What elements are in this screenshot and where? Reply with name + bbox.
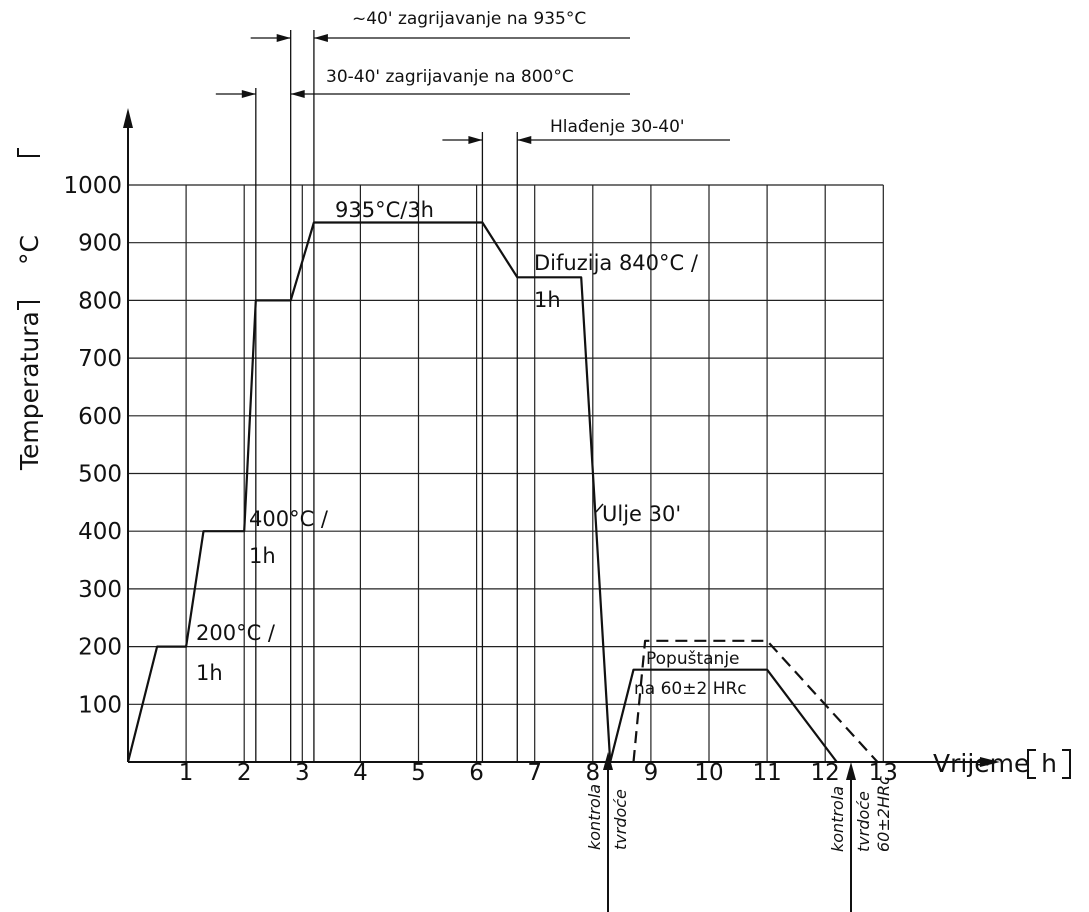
x-tick-labels: 1 2 3 4 5 6 7 8 9 10 11 12 13: [179, 760, 898, 786]
series-line-3: [632, 639, 879, 763]
x-tick-label: 12: [811, 760, 840, 786]
step400-label-line1: 400°C /: [249, 507, 329, 531]
heat800-label: 30-40' zagrijavanje na 800°C: [326, 67, 574, 87]
x-tick-label: 8: [585, 760, 600, 786]
y-tick-label: 300: [78, 577, 122, 603]
control1-label-a: kontrola: [585, 784, 604, 850]
axes: [123, 108, 1000, 767]
dim-arrow-heat935-in-head: [276, 34, 291, 42]
control2-label-b: tvrdoće: [854, 791, 873, 852]
x-tick-label: 3: [295, 760, 310, 786]
y-tick-label: 700: [78, 346, 122, 372]
control2-label-c: 60±2HRc: [874, 776, 893, 852]
y-unit-bracket-right: [17, 148, 40, 157]
diffusion-label-line2: 1h: [534, 288, 561, 312]
y-tick-label: 400: [78, 519, 122, 545]
x-tick-label: 6: [469, 760, 484, 786]
step400-label-line2: 1h: [249, 544, 276, 568]
dim-arrow-heat935-out-head: [313, 34, 328, 42]
tempering-label-line2: na 60±2 HRc: [634, 679, 747, 699]
control-arrow-1-head: [603, 752, 613, 770]
x-axis-title: Vrijeme: [933, 749, 1029, 778]
y-axis-title: Temperatura: [15, 311, 44, 471]
y-axis-arrowhead: [123, 108, 133, 128]
peak-label: 935°C/3h: [335, 198, 434, 222]
y-unit-bracket-left: [17, 301, 40, 310]
x-tick-label: 11: [752, 760, 781, 786]
step200-label-line1: 200°C /: [196, 621, 276, 645]
control2-label-a: kontrola: [828, 786, 847, 852]
heat935-label: ~40' zagrijavanje na 935°C: [352, 9, 586, 29]
y-tick-label: 500: [78, 462, 122, 488]
control1-label-b: tvrdoće: [611, 789, 630, 850]
series-line-1: [126, 221, 612, 763]
x-axis-unit: h: [1041, 749, 1057, 778]
oil-quench-leader: [595, 503, 604, 513]
y-tick-labels: 100 200 300 400 500 600 700 800 900 1000: [63, 173, 122, 718]
x-tick-label: 7: [527, 760, 542, 786]
x-tick-label: 2: [237, 760, 252, 786]
y-tick-label: 1000: [63, 173, 122, 199]
x-unit-bracket-left: [1027, 749, 1036, 779]
cooling-label: Hlađenje 30-40': [550, 117, 685, 137]
x-tick-label: 4: [353, 760, 368, 786]
tempering-label-line1: Popuštanje: [646, 649, 740, 669]
dim-arrow-cooling-out-head: [517, 136, 532, 144]
diffusion-label-line1: Difuzija 840°C /: [534, 251, 699, 275]
x-unit-bracket-right: [1062, 749, 1071, 779]
y-tick-label: 100: [78, 692, 122, 718]
series-line-2: [609, 668, 838, 763]
x-tick-label: 13: [869, 760, 898, 786]
step200-label-line2: 1h: [196, 661, 223, 685]
grid: [128, 184, 884, 762]
y-axis-unit: °C: [15, 235, 44, 265]
x-tick-label: 1: [179, 760, 194, 786]
x-tick-label: 5: [411, 760, 426, 786]
dimension-lines: [215, 30, 730, 762]
dim-arrow-cooling-in-head: [468, 136, 483, 144]
series-layer: [126, 221, 879, 763]
dim-arrow-heat800-out-head: [290, 90, 305, 98]
y-tick-label: 900: [78, 231, 122, 257]
x-tick-label: 10: [694, 760, 723, 786]
oil-quench-label: Ulje 30': [602, 502, 681, 526]
y-tick-label: 800: [78, 288, 122, 314]
control-arrow-2-head: [846, 762, 856, 780]
dim-arrow-heat800-in-head: [241, 90, 256, 98]
y-tick-label: 200: [78, 635, 122, 661]
y-tick-label: 600: [78, 404, 122, 430]
x-tick-label: 9: [644, 760, 659, 786]
x-axis-arrowhead: [980, 757, 1000, 767]
